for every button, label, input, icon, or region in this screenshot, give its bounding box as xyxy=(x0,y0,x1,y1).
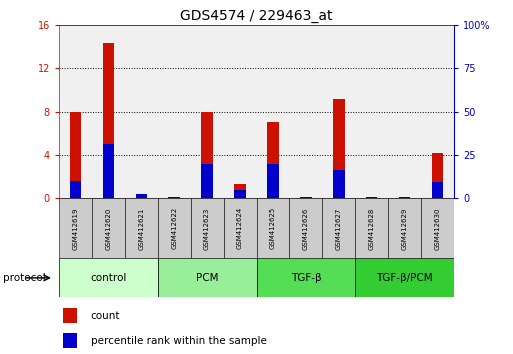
Bar xyxy=(289,198,322,258)
Bar xyxy=(202,112,213,198)
Bar xyxy=(256,258,355,297)
Bar xyxy=(59,198,92,258)
Text: protocol: protocol xyxy=(3,273,45,283)
Text: GSM412619: GSM412619 xyxy=(72,207,78,250)
Bar xyxy=(158,258,256,297)
Bar xyxy=(103,144,114,198)
Bar xyxy=(333,98,345,198)
Text: GSM412625: GSM412625 xyxy=(270,207,276,250)
Text: GSM412621: GSM412621 xyxy=(139,207,144,250)
Text: GSM412630: GSM412630 xyxy=(435,207,441,250)
Bar xyxy=(191,198,224,258)
Bar xyxy=(70,181,81,198)
Bar xyxy=(256,198,289,258)
Bar xyxy=(202,164,213,198)
Bar xyxy=(234,184,246,198)
Text: GSM412627: GSM412627 xyxy=(336,207,342,250)
Bar xyxy=(432,153,443,198)
Text: GSM412629: GSM412629 xyxy=(402,207,408,250)
Bar xyxy=(158,198,191,258)
Bar xyxy=(63,308,77,323)
Bar xyxy=(355,198,388,258)
Bar xyxy=(135,194,147,198)
Bar xyxy=(322,198,355,258)
Text: GSM412626: GSM412626 xyxy=(303,207,309,250)
Text: TGF-β/PCM: TGF-β/PCM xyxy=(377,273,433,283)
Text: GDS4574 / 229463_at: GDS4574 / 229463_at xyxy=(180,9,333,23)
Bar xyxy=(267,164,279,198)
Text: GSM412622: GSM412622 xyxy=(171,207,177,250)
Text: GSM412624: GSM412624 xyxy=(237,207,243,250)
Text: GSM412623: GSM412623 xyxy=(204,207,210,250)
Text: percentile rank within the sample: percentile rank within the sample xyxy=(91,336,266,346)
Bar xyxy=(92,198,125,258)
Bar xyxy=(388,198,421,258)
Bar xyxy=(70,112,81,198)
Bar xyxy=(125,198,158,258)
Bar xyxy=(103,43,114,198)
Bar xyxy=(234,190,246,198)
Text: GSM412620: GSM412620 xyxy=(105,207,111,250)
Bar xyxy=(355,258,454,297)
Bar xyxy=(267,122,279,198)
Bar xyxy=(63,333,77,348)
Bar xyxy=(59,258,158,297)
Bar xyxy=(333,171,345,198)
Bar xyxy=(224,198,256,258)
Text: TGF-β: TGF-β xyxy=(290,273,321,283)
Text: GSM412628: GSM412628 xyxy=(369,207,374,250)
Bar xyxy=(432,182,443,198)
Text: control: control xyxy=(90,273,127,283)
Bar xyxy=(421,198,454,258)
Text: count: count xyxy=(91,311,120,321)
Text: PCM: PCM xyxy=(196,273,219,283)
